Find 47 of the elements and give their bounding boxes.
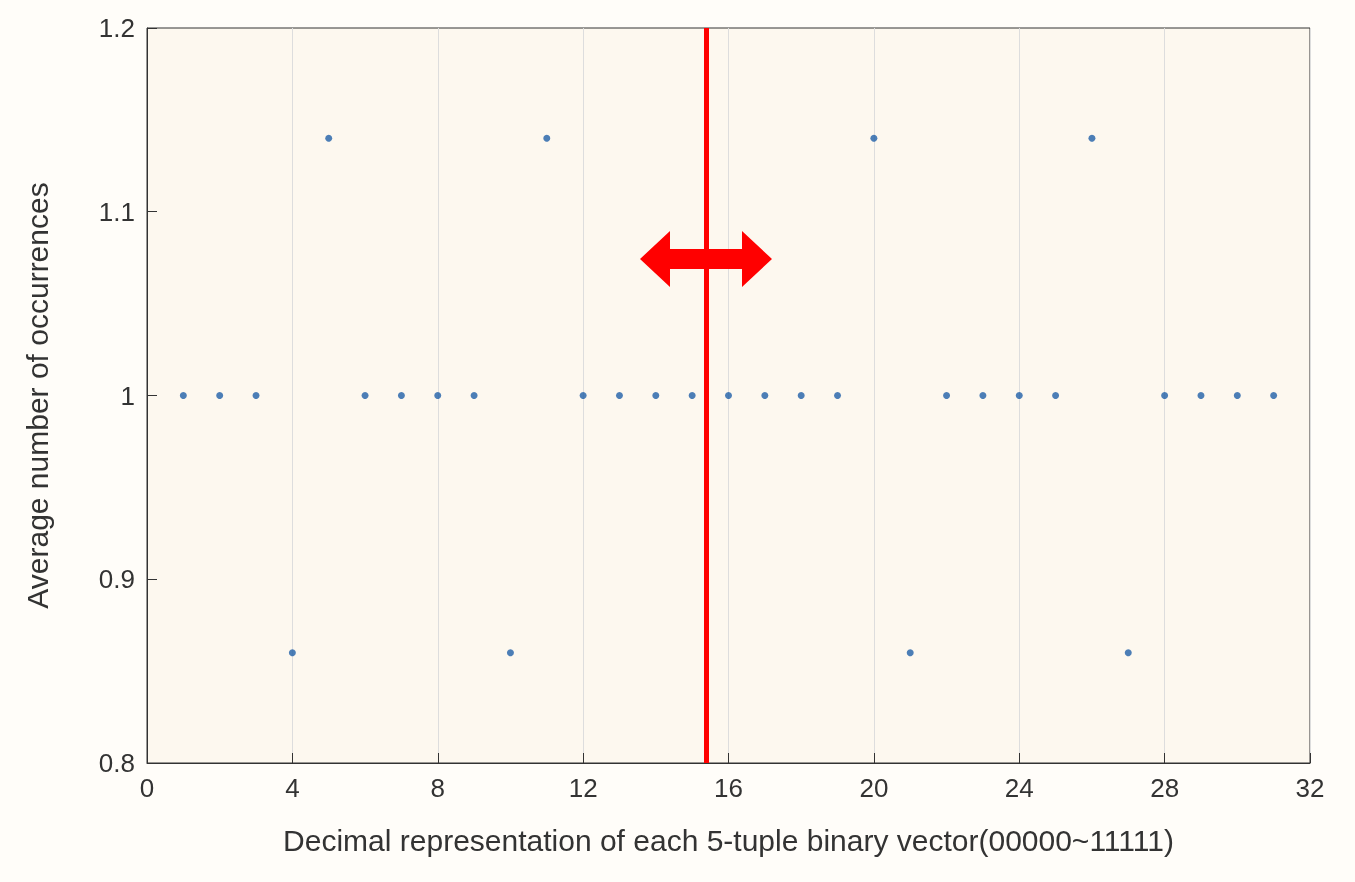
point xyxy=(434,392,442,399)
point xyxy=(252,392,260,399)
x-tick-label: 28 xyxy=(1150,773,1180,803)
point xyxy=(579,392,587,399)
point xyxy=(943,392,951,399)
point xyxy=(1015,392,1023,399)
point xyxy=(470,392,478,399)
y-tick-label: 1 xyxy=(120,380,135,411)
point xyxy=(906,649,914,657)
point xyxy=(216,392,224,399)
x-tick-label: 16 xyxy=(714,773,743,803)
point xyxy=(797,392,805,399)
point xyxy=(979,392,987,399)
x-tick-label: 4 xyxy=(285,773,300,803)
x-tick-label: 24 xyxy=(1004,773,1034,803)
point xyxy=(397,392,405,399)
point xyxy=(325,134,333,142)
point xyxy=(506,649,514,657)
point xyxy=(615,392,623,399)
point xyxy=(1270,392,1278,399)
point xyxy=(1233,392,1241,399)
point xyxy=(834,392,842,399)
point xyxy=(543,134,551,142)
point xyxy=(179,392,187,399)
point xyxy=(1124,649,1132,657)
y-tick-label: 0.8 xyxy=(98,748,135,778)
point xyxy=(870,134,878,142)
point xyxy=(1161,392,1169,399)
y-tick-label: 1.1 xyxy=(98,196,135,227)
y-tick-label: 0.9 xyxy=(98,564,135,595)
point xyxy=(1052,392,1060,399)
point xyxy=(688,392,696,399)
point xyxy=(288,649,296,657)
x-tick-label: 0 xyxy=(139,773,155,803)
point xyxy=(725,392,732,399)
point xyxy=(361,392,369,399)
x-tick-label: 32 xyxy=(1295,773,1325,803)
y-tick-label: 1.2 xyxy=(98,13,135,43)
x-tick-label: 12 xyxy=(568,773,598,803)
x-axis-title: Decimal representation of each 5-tuple binary vector(00000~11111) xyxy=(283,823,1174,857)
x-tick-label: 20 xyxy=(859,773,889,803)
point xyxy=(761,392,769,399)
point xyxy=(652,392,660,399)
y-axis-title: Average number of occurrences xyxy=(20,182,54,609)
x-tick-label: 8 xyxy=(430,773,445,803)
point xyxy=(1197,392,1205,399)
point xyxy=(1088,134,1096,142)
